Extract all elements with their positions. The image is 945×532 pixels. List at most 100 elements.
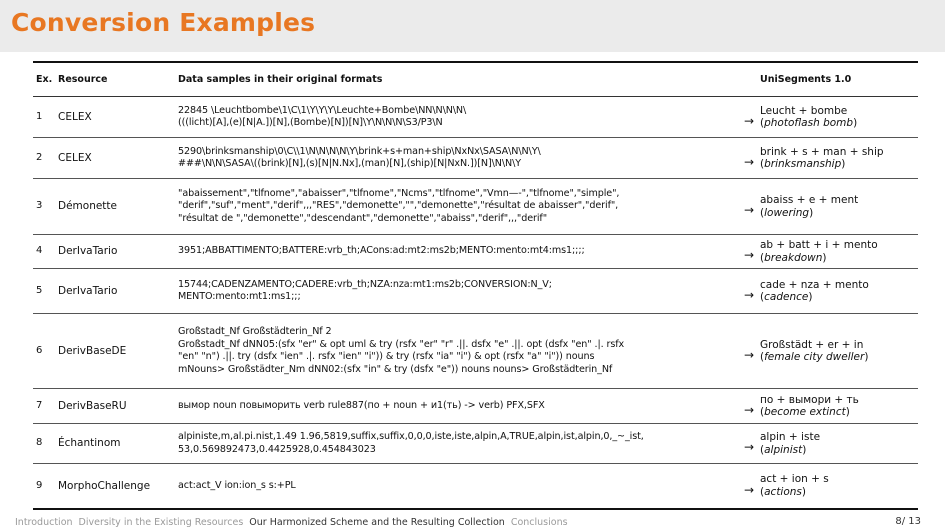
arrow-icon: →	[738, 137, 760, 179]
slide-header: Conversion Examples	[0, 0, 945, 52]
data-sample-line: 22845 \Leuchtbombe\1\C\1\Y\Y\Y\Leuchte+B…	[178, 104, 467, 116]
resource-name: DerIvaTario	[58, 268, 178, 314]
table-row: 7 DerivBaseRU вымор noun повыморить verb r…	[33, 388, 918, 424]
table-row: 6 DerivBaseDE Großstadt_Nf Großstädterin_N…	[33, 313, 918, 389]
resource-name: MorphoChallenge	[58, 479, 151, 492]
page-number: 8/ 13	[895, 516, 921, 527]
gloss-text: become extinct	[764, 406, 846, 418]
data-sample-line: act:act_V ion:ion_s s:+PL	[178, 479, 296, 491]
nav-section-link[interactable]: Introduction	[15, 517, 73, 528]
arrow-icon: →	[738, 178, 760, 235]
resource-name: DerivBaseRU	[58, 388, 178, 424]
unisegments-cell: abaiss + e + ment (lowering)	[760, 178, 918, 235]
gloss-text: lowering	[764, 206, 810, 219]
segmentation: cade + nza + mento	[760, 278, 869, 291]
arrow-icon: →	[738, 313, 760, 389]
example-number: 2	[33, 137, 58, 179]
gloss-text: photoflash bomb	[764, 117, 854, 129]
segmentation: abaiss + e + ment	[760, 194, 859, 206]
data-sample: "abaissement","tlfnome","abaisser","tlfn…	[178, 178, 738, 235]
segmentation: brink + s + man + ship	[760, 145, 884, 158]
data-sample-line: "derif","suf","ment","derif",,,"RES","de…	[178, 200, 619, 212]
segmentation: Großstädt + er + in	[760, 338, 864, 351]
data-sample-line: "abaissement","tlfnome","abaisser","tlfn…	[178, 187, 620, 199]
segmentation: ab + batt + i + mento	[760, 239, 878, 251]
resource-name: Échantinom	[58, 423, 178, 464]
table-row: 3 Démonette "abaissement","tlfnome","abais…	[33, 178, 918, 235]
data-sample: 15744;CADENZAMENTO;CADERE:vrb_th;NZA:nza…	[178, 268, 738, 314]
header-unisegments: UniSegments 1.0	[760, 62, 918, 97]
unisegments-cell: cade + nza + mento (cadence)	[760, 268, 918, 314]
header-data: Data samples in their original formats	[178, 62, 738, 97]
unisegments-cell: Leucht + bombe (photoflash bomb)	[760, 96, 918, 138]
data-sample-line: MENTO:mento:mt1:ms1;;;	[178, 291, 301, 302]
gloss: (alpinist)	[760, 443, 807, 456]
unisegments-cell: ab + batt + i + mento (breakdown)	[760, 234, 918, 269]
gloss: (breakdown)	[760, 251, 827, 264]
example-number: 4	[33, 234, 58, 269]
arrow-icon: →	[738, 268, 760, 314]
segmentation: по + вымори + ть	[760, 393, 859, 406]
data-sample-line: 3951;ABBATTIMENTO;BATTERE:vrb_th;ACons:a…	[178, 245, 585, 257]
slide-title: Conversion Examples	[11, 8, 316, 37]
unisegments-cell: Großstädt + er + in (female city dweller)	[760, 313, 918, 389]
table-row: 5 DerIvaTario 15744;CADENZAMENTO;CADERE:vr…	[33, 268, 918, 314]
arrow-icon: →	[743, 482, 755, 497]
gloss: (actions)	[760, 485, 807, 498]
data-sample-line: 15744;CADENZAMENTO;CADERE:vrb_th;NZA:nza…	[178, 278, 552, 290]
resource-name: DerIvaTario	[58, 234, 178, 269]
nav-section-link[interactable]: Diversity in the Existing Resources	[78, 517, 244, 528]
data-sample: 3951;ABBATTIMENTO;BATTERE:vrb_th;ACons:a…	[178, 234, 738, 269]
resource-name: DerivBaseDE	[58, 313, 178, 389]
data-sample-line: 53,0.569892473,0.4425928,0.454843023	[178, 443, 376, 455]
unisegments-cell: alpin + iste (alpinist)	[760, 423, 918, 464]
gloss-text: actions	[764, 485, 802, 498]
data-sample-line: ###\N\N\SASA\((brink)[N],(s)[N|N.Nx],(ma…	[178, 158, 521, 169]
data-sample-line: "en" "n") .||. try (dsfx "ien" .|. rsfx …	[178, 351, 595, 362]
nav-section-link[interactable]: Conclusions	[510, 517, 568, 528]
example-number: 3	[33, 178, 58, 235]
data-sample: вымор noun повыморить verb rule887(по + …	[178, 388, 738, 424]
data-sample-line: 5290\brinksmanship\0\C\\1\N\N\N\N\Y\brin…	[178, 145, 541, 157]
data-sample-line: Großstadt_Nf dNN05:(sfx "er" & opt uml &…	[178, 338, 625, 350]
example-number: 1	[33, 96, 58, 138]
gloss: (photoflash bomb)	[760, 117, 858, 129]
data-sample: 22845 \Leuchtbombe\1\C\1\Y\Y\Y\Leuchte+B…	[178, 96, 738, 138]
resource-name: Démonette	[58, 178, 178, 235]
data-sample-line: mNouns> Großstädter_Nm dNN02:(sfx "in" &…	[178, 363, 613, 375]
example-number: 9	[36, 479, 43, 491]
arrow-icon: →	[738, 423, 760, 464]
gloss: (cadence)	[760, 291, 813, 303]
data-sample: 5290\brinksmanship\0\C\\1\N\N\N\N\Y\brin…	[178, 137, 738, 179]
gloss: (brinksmanship)	[760, 158, 846, 170]
gloss-text: alpinist	[764, 443, 803, 456]
data-sample: Großstadt_Nf Großstädterin_Nf 2 Großstadt…	[178, 313, 738, 389]
arrow-icon: →	[738, 234, 760, 269]
data-sample-line: вымор noun повыморить verb rule887(по + …	[178, 399, 545, 411]
example-number: 5	[33, 268, 58, 314]
gloss-text: cadence	[764, 291, 809, 303]
unisegments-cell: по + вымори + ть (become extinct)	[760, 388, 918, 424]
data-sample: act:act_V ion:ion_s s:+PL	[178, 464, 738, 509]
gloss: (lowering)	[760, 206, 814, 219]
unisegments-cell: act + ion + s (actions)	[760, 464, 918, 509]
section-navigation: Introduction Diversity in the Existing Re…	[15, 517, 574, 528]
example-number: 7	[33, 388, 58, 424]
data-sample-line: "résultat de ","demonette","descendant",…	[178, 212, 548, 224]
nav-section-link[interactable]: Our Harmonized Scheme and the Resulting …	[249, 517, 505, 528]
data-sample-line: alpiniste,m,al.pi.nist,1.49 1.96,5819,su…	[178, 431, 644, 442]
gloss-text: brinksmanship	[764, 158, 842, 170]
arrow-icon: →	[738, 96, 760, 138]
gloss-text: female city dweller	[764, 351, 865, 363]
table-row: 9 MorphoChallenge act:act_V ion:ion_s s:+P…	[33, 464, 918, 509]
table-header-row: Ex. Resource Data samples in their origi…	[33, 62, 918, 97]
resource-name: CELEX	[58, 96, 178, 138]
resource-name: CELEX	[58, 137, 178, 179]
example-number: 8	[33, 423, 58, 464]
header-resource: Resource	[58, 62, 178, 97]
data-sample-line: (((licht)[A],(e)[N|A.])[N],(Bombe)[N])[N…	[178, 117, 443, 128]
segmentation: act + ion + s	[760, 473, 829, 486]
example-number: 6	[33, 313, 58, 389]
table-row: 1 CELEX 22845 \Leuchtbombe\1\C\1\Y\Y\Y\Leu…	[33, 96, 918, 138]
gloss-text: breakdown	[764, 251, 823, 264]
